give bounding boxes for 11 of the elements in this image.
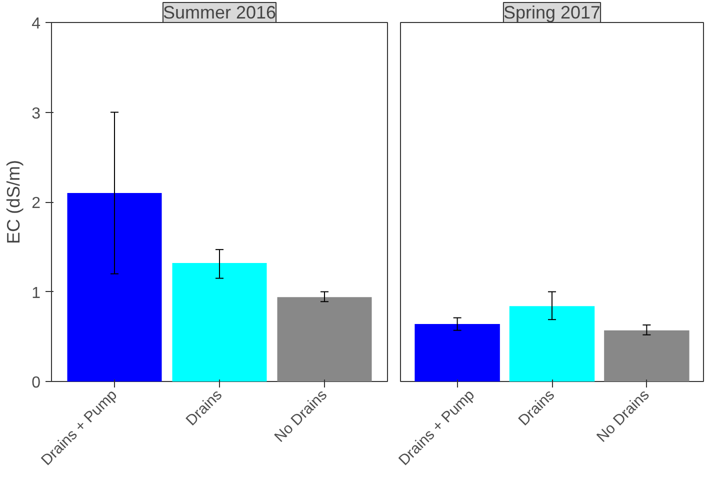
bar: [277, 297, 372, 382]
y-tick-label: 1: [32, 284, 41, 302]
chart-title: Spring 2017: [503, 2, 601, 22]
y-tick-label: 4: [32, 16, 41, 32]
y-tick-label: 2: [32, 195, 41, 212]
chart-title: Summer 2016: [162, 2, 276, 22]
bar: [67, 193, 162, 382]
bar: [172, 263, 267, 382]
y-axis-title: EC (dS/m): [4, 160, 24, 244]
y-tick-label: 0: [32, 374, 41, 392]
y-tick-label: 3: [32, 105, 41, 122]
